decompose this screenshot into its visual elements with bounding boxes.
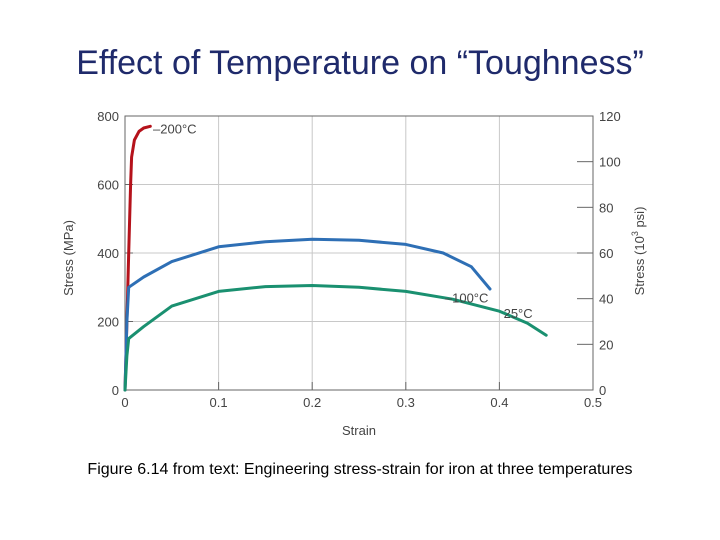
y2-tick-label: 0 [599,383,606,398]
y2-tick-label: 100 [599,155,621,170]
x-tick-label: 0.1 [210,395,228,410]
y2-tick-label: 120 [599,109,621,124]
ticks: 0 0.1 0.2 0.3 0.4 0.5020040060080002040608010… [97,109,620,410]
series-line-2 [123,284,548,392]
y2-axis-label: Stress (103 psi) [630,207,647,296]
series-label-0: –200°C [153,121,197,136]
y2-tick-label: 60 [599,246,613,261]
series-label-2: 25°C [504,306,533,321]
x-axis-label: Strain [342,423,376,438]
x-tick-label: 0.5 [584,395,602,410]
series-labels: –200°C –100°C 25°C [153,121,533,321]
y-tick-label: 800 [97,109,119,124]
y-tick-label: 0 [112,383,119,398]
x-tick-label: 0.4 [490,395,508,410]
series-line-1 [123,237,492,392]
y2-tick-label: 20 [599,337,613,352]
y-tick-label: 200 [97,315,119,330]
y-tick-label: 600 [97,178,119,193]
series-group [123,124,548,392]
y-tick-label: 400 [97,246,119,261]
y-axis-label: Stress (MPa) [61,220,76,296]
slide-title: Effect of Temperature on “Toughness” [76,44,644,82]
x-tick-label: 0.3 [397,395,415,410]
x-tick-label: 0 [121,395,128,410]
figure-caption: Figure 6.14 from text: Engineering stres… [87,461,633,478]
y2-tick-label: 40 [599,292,613,307]
x-tick-label: 0.2 [303,395,321,410]
series-label-1: –100°C [445,291,489,306]
y2-tick-label: 80 [599,200,613,215]
grid [125,116,593,390]
